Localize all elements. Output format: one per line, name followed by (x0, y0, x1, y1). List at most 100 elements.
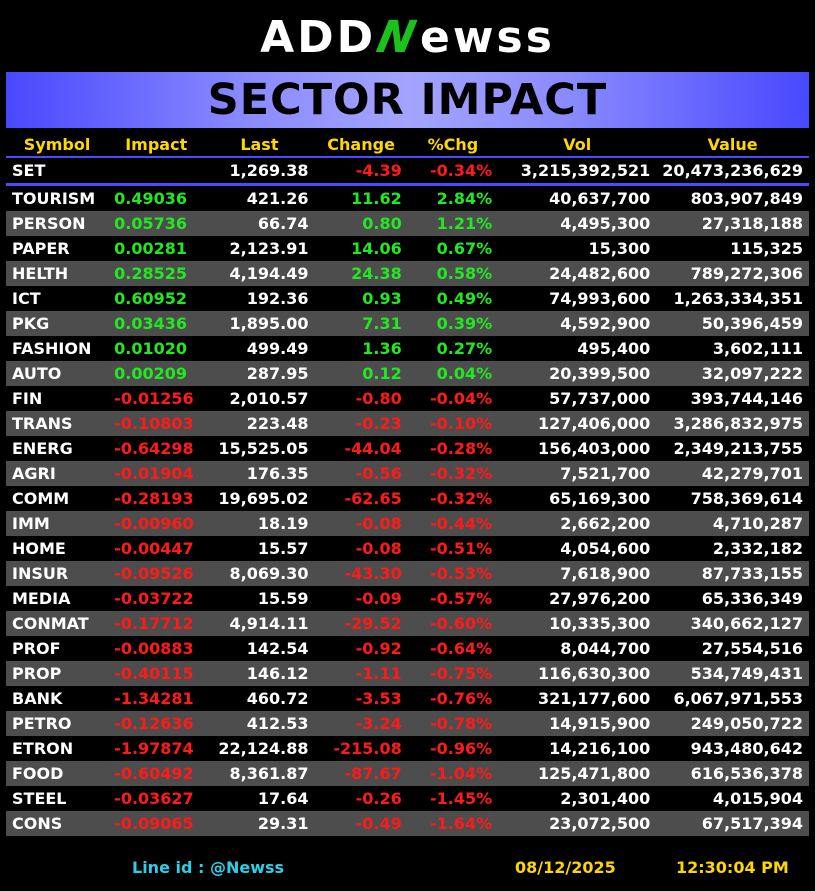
cell-impact: -0.64298 (108, 436, 205, 461)
cell-volume: 74,993,600 (498, 286, 657, 311)
cell-value: 42,279,701 (656, 461, 809, 486)
cell-symbol: HELTH (6, 261, 109, 286)
cell-value: 1,263,334,351 (656, 286, 809, 311)
cell-volume: 7,521,700 (498, 461, 657, 486)
cell-change: -87.67 (314, 761, 408, 786)
cell-symbol: CONMAT (6, 611, 109, 636)
cell-impact: -0.00960 (108, 511, 205, 536)
cell-last: 142.54 (204, 636, 315, 661)
cell-symbol: FASHION (6, 336, 109, 361)
cell-change: 7.31 (314, 311, 408, 336)
cell-change: 14.06 (314, 236, 408, 261)
sector-row-tourism: TOURISM 0.49036 421.26 11.62 2.84% 40,637,700… (6, 184, 809, 211)
cell-last: 287.95 (204, 361, 315, 386)
sector-table: Symbol Impact Last Change %Chg Vol Value… (6, 132, 809, 836)
sector-row-prof: PROF -0.00883 142.54 -0.92 -0.64% 8,044,700 27… (6, 636, 809, 661)
cell-last: 8,069.30 (204, 561, 315, 586)
cell-pct-change: 0.49% (407, 286, 499, 311)
cell-value: 4,710,287 (656, 511, 809, 536)
sector-row-home: HOME -0.00447 15.57 -0.08 -0.51% 4,054,600 2,3… (6, 536, 809, 561)
cell-change: -3.53 (314, 686, 408, 711)
cell-volume: 127,406,000 (498, 411, 657, 436)
col-header-last[interactable]: Last (240, 134, 279, 154)
cell-symbol: PKG (6, 311, 109, 336)
cell-impact: -0.00883 (108, 636, 205, 661)
sector-row-insur: INSUR -0.09526 8,069.30 -43.30 -0.53% 7,618,9… (6, 561, 809, 586)
cell-value: 534,749,431 (656, 661, 809, 686)
sector-row-fashion: FASHION 0.01020 499.49 1.36 0.27% 495,400 3,60… (6, 336, 809, 361)
cell-last: 29.31 (204, 811, 315, 836)
cell-volume: 2,662,200 (498, 511, 657, 536)
cell-last: 1,895.00 (204, 311, 315, 336)
cell-volume: 57,737,000 (498, 386, 657, 411)
sector-row-bank: BANK -1.34281 460.72 -3.53 -0.76% 321,177,600… (6, 686, 809, 711)
cell-pct-change: -1.64% (407, 811, 499, 836)
cell-volume: 10,335,300 (498, 611, 657, 636)
cell-volume: 156,403,000 (498, 436, 657, 461)
cell-impact: -0.03627 (108, 786, 205, 811)
cell-symbol: COMM (6, 486, 109, 511)
cell-volume: 7,618,900 (498, 561, 657, 586)
cell-change: -44.04 (314, 436, 408, 461)
cell-last: 421.26 (204, 184, 315, 211)
cell-volume: 20,399,500 (498, 361, 657, 386)
cell-value: 393,744,146 (656, 386, 809, 411)
cell-pct-change: -0.32% (407, 461, 499, 486)
cell-value: 758,369,614 (656, 486, 809, 511)
cell-change: 0.12 (314, 361, 408, 386)
sector-row-cons: CONS -0.09065 29.31 -0.49 -1.64% 23,072,500 67… (6, 811, 809, 836)
cell-impact: -0.00447 (108, 536, 205, 561)
cell-change: -1.11 (314, 661, 408, 686)
cell-symbol: PAPER (6, 236, 109, 261)
sector-row-prop: PROP -0.40115 146.12 -1.11 -0.75% 116,630,300… (6, 661, 809, 686)
cell-last: 146.12 (204, 661, 315, 686)
sector-row-pkg: PKG 0.03436 1,895.00 7.31 0.39% 4,592,900 50,3… (6, 311, 809, 336)
col-header-change[interactable]: Change (327, 134, 395, 154)
cell-value: 3,286,832,975 (656, 411, 809, 436)
cell-symbol: TRANS (6, 411, 109, 436)
cell-volume: 4,495,300 (498, 211, 657, 236)
cell-last: 223.48 (204, 411, 315, 436)
cell-change: -0.23 (314, 411, 408, 436)
cell-symbol: ENERG (6, 436, 109, 461)
cell-last: 4,914.11 (204, 611, 315, 636)
cell-last: 18.19 (204, 511, 315, 536)
cell-symbol: FOOD (6, 761, 109, 786)
cell-last: 15,525.05 (204, 436, 315, 461)
sector-row-etron: ETRON -1.97874 22,124.88 -215.08 -0.96% 14,21… (6, 736, 809, 761)
cell-change: -215.08 (314, 736, 408, 761)
cell-volume: 125,471,800 (498, 761, 657, 786)
cell-volume: 23,072,500 (498, 811, 657, 836)
cell-change: 0.80 (314, 211, 408, 236)
cell-symbol: INSUR (6, 561, 109, 586)
cell-pct-change: 2.84% (407, 184, 499, 211)
col-header-volume[interactable]: Vol (563, 134, 592, 154)
cell-volume: 2,301,400 (498, 786, 657, 811)
cell-value: 27,318,188 (656, 211, 809, 236)
cell-value: 249,050,722 (656, 711, 809, 736)
cell-impact: -0.28193 (108, 486, 205, 511)
col-header-value[interactable]: Value (707, 134, 758, 154)
cell-impact: 0.05736 (108, 211, 205, 236)
cell-pct-change: -0.64% (407, 636, 499, 661)
logo-text-ewss: ewss (420, 11, 555, 63)
logo-text-add: ADD (260, 11, 377, 63)
cell-last: 2,123.91 (204, 236, 315, 261)
col-header-impact[interactable]: Impact (125, 134, 188, 154)
cell-change: -0.56 (314, 461, 408, 486)
cell-pct-change: -0.76% (407, 686, 499, 711)
cell-symbol: PROF (6, 636, 109, 661)
cell-pct-change: -0.53% (407, 561, 499, 586)
sector-row-agri: AGRI -0.01904 176.35 -0.56 -0.32% 7,521,700 42… (6, 461, 809, 486)
cell-pct-change: -0.10% (407, 411, 499, 436)
cell-symbol: TOURISM (6, 184, 109, 211)
cell-value: 27,554,516 (656, 636, 809, 661)
cell-volume: 4,054,600 (498, 536, 657, 561)
cell-symbol: STEEL (6, 786, 109, 811)
cell-last: 66.74 (204, 211, 315, 236)
col-header-symbol[interactable]: Symbol (23, 134, 91, 154)
cell-last: 8,361.87 (204, 761, 315, 786)
cell-impact: 0.60952 (108, 286, 205, 311)
col-header-pct-change[interactable]: %Chg (427, 134, 479, 154)
line-id-label: Line id : @Newss (132, 858, 285, 877)
